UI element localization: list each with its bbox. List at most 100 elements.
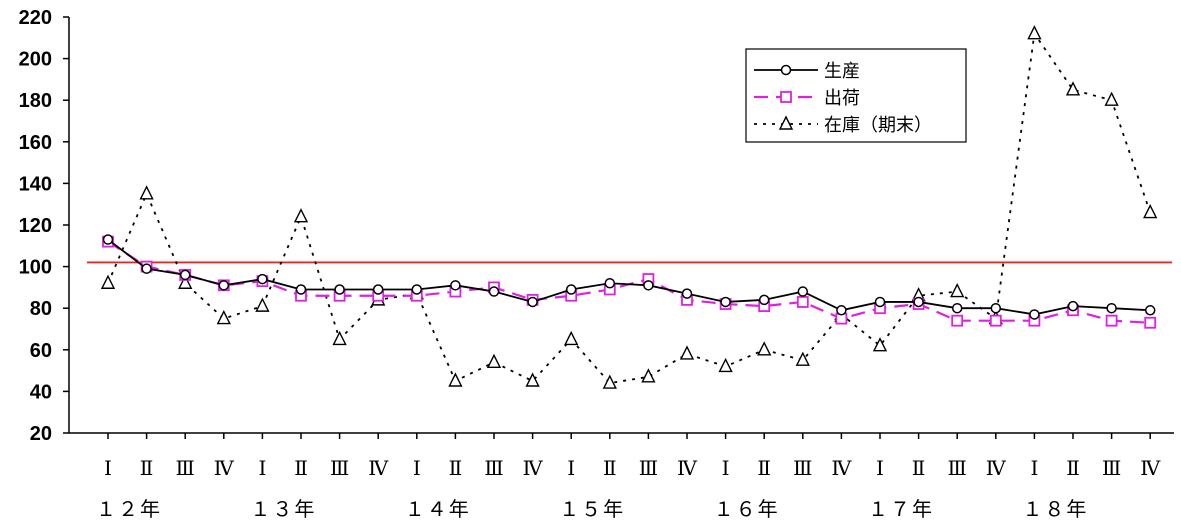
y-tick-label: 180 <box>19 90 52 112</box>
data-point <box>372 284 384 295</box>
data-point <box>1104 91 1119 106</box>
x-tick-label: Ⅱ <box>294 456 308 480</box>
legend-label: 在庫（期末） <box>824 115 932 136</box>
data-point <box>679 345 695 360</box>
data-point <box>295 284 307 295</box>
data-point <box>564 330 579 346</box>
x-tick-label: Ⅲ <box>176 456 195 480</box>
data-point <box>448 372 463 387</box>
data-point <box>836 305 847 316</box>
data-point <box>1067 300 1079 312</box>
data-point <box>990 302 1002 314</box>
data-point <box>602 374 617 389</box>
data-point <box>179 269 191 281</box>
data-point <box>141 263 152 274</box>
series-group <box>100 25 1158 389</box>
legend-marker <box>778 115 794 130</box>
x-tick-label: Ⅰ <box>722 456 730 480</box>
x-tick-label: Ⅲ <box>484 456 503 480</box>
series-line <box>107 238 1151 316</box>
data-point <box>1144 316 1157 329</box>
x-tick-label: Ⅱ <box>140 456 154 480</box>
y-tick-label: 120 <box>19 215 52 237</box>
legend-marker <box>780 64 792 76</box>
y-tick-label: 220 <box>19 7 52 29</box>
data-point <box>139 185 154 200</box>
y-tick-label: 80 <box>30 298 52 320</box>
legend-label: 生産 <box>824 61 860 82</box>
year-label: １８年 <box>1022 497 1088 521</box>
x-tick-label: Ⅲ <box>330 456 349 480</box>
year-label: １４年 <box>405 497 471 521</box>
data-point <box>1027 25 1042 40</box>
series-line <box>107 31 1152 385</box>
year-label: １２年 <box>96 497 162 521</box>
data-point <box>1106 302 1117 314</box>
x-tick-label: Ⅰ <box>104 456 112 480</box>
x-tick-label: Ⅰ <box>567 456 575 480</box>
x-tick-label: Ⅱ <box>912 456 926 480</box>
y-tick-label: 200 <box>19 49 52 71</box>
x-tick-label: Ⅳ <box>831 456 852 480</box>
data-point <box>486 353 502 368</box>
data-point <box>527 296 538 308</box>
data-point <box>757 341 772 356</box>
data-point <box>643 280 654 291</box>
x-tick-label: Ⅱ <box>1066 456 1080 480</box>
x-tick-label: Ⅲ <box>793 456 812 480</box>
data-point <box>257 273 268 285</box>
x-tick-label: Ⅲ <box>1102 456 1121 480</box>
data-point <box>795 351 810 366</box>
data-point <box>604 277 616 289</box>
x-tick-label: Ⅱ <box>603 456 617 480</box>
year-label: １５年 <box>559 497 625 521</box>
year-label: １３年 <box>250 497 316 521</box>
axes <box>68 17 1174 434</box>
x-tick-label: Ⅳ <box>368 456 389 480</box>
series-1 <box>102 234 1156 320</box>
legend-marker <box>780 91 792 103</box>
y-tick-label: 40 <box>30 381 52 403</box>
data-point <box>218 280 230 291</box>
data-point <box>1065 81 1081 96</box>
data-point <box>718 357 733 373</box>
x-tick-label: Ⅲ <box>639 456 658 480</box>
data-point <box>488 286 500 297</box>
data-point <box>565 284 577 295</box>
y-tick-label: 160 <box>19 132 52 154</box>
data-point <box>102 234 114 245</box>
x-tick-label: Ⅱ <box>449 456 463 480</box>
x-tick-label: Ⅰ <box>1030 456 1038 480</box>
x-tick-label: Ⅳ <box>1140 456 1161 480</box>
data-point <box>681 288 693 299</box>
x-tick-label: Ⅳ <box>214 456 235 480</box>
data-point <box>525 372 540 387</box>
data-point <box>100 274 116 289</box>
x-tick-label: Ⅲ <box>948 456 967 480</box>
data-point <box>874 296 886 308</box>
year-label: １７年 <box>868 497 934 521</box>
data-point <box>641 368 656 383</box>
x-tick-label: Ⅰ <box>258 456 266 480</box>
data-point <box>797 286 809 297</box>
x-tick-label: Ⅰ <box>876 456 884 480</box>
data-point <box>255 297 270 312</box>
data-point <box>951 314 964 327</box>
data-point <box>216 310 231 325</box>
series-3 <box>100 25 1158 389</box>
x-tick-label: Ⅰ <box>413 456 421 480</box>
data-point <box>1144 305 1156 316</box>
data-point <box>913 296 924 308</box>
x-tick-label: Ⅳ <box>986 456 1007 480</box>
data-point <box>872 337 888 352</box>
y-axis-ticks: 20 40 60 80 100 120 140 160 180 200 220 <box>19 7 69 445</box>
data-point <box>989 314 1002 327</box>
data-point <box>1105 314 1118 327</box>
x-tick-label: Ⅳ <box>677 456 698 480</box>
data-point <box>758 294 770 306</box>
x-tick-label: Ⅳ <box>523 456 544 480</box>
year-label: １６年 <box>714 497 780 521</box>
